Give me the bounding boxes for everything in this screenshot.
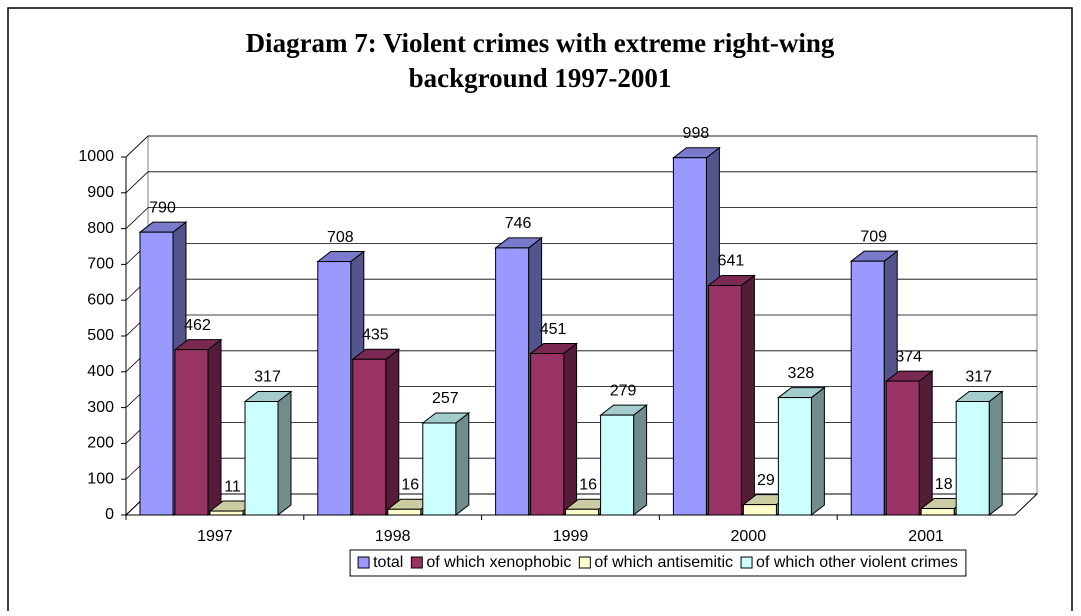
bar-front [672,157,707,516]
y-tick-label: 600 [87,291,114,308]
x-tick-label: 2001 [908,528,944,545]
bar-front [530,353,565,516]
x-tick-label: 1997 [197,528,233,545]
bar [243,390,293,517]
bar-front [565,508,600,516]
bar-front [600,414,635,516]
grid-line [125,171,1037,194]
bar [776,386,826,517]
bar-front [422,422,457,516]
data-label: 998 [683,125,710,142]
bar [706,274,756,517]
bar-side [385,348,400,517]
y-tick-label: 800 [87,220,114,237]
data-label: 257 [432,390,459,407]
data-label: 317 [965,369,992,386]
bar-side [207,338,222,517]
data-label: 11 [224,478,241,495]
bar-front [777,397,812,516]
bar-front [885,380,920,516]
legend-label: of which antisemitic [594,554,733,571]
data-label: 317 [254,369,281,386]
bar-front [955,401,990,516]
bar-side [740,274,755,517]
bar-front [707,285,742,516]
bar-front [387,508,422,516]
data-label: 279 [610,382,637,399]
x-tick-label: 2000 [731,528,767,545]
bar [884,370,934,517]
bar [529,342,579,517]
bar-side [563,342,578,517]
legend-swatch [357,556,370,569]
y-tick-label: 400 [87,363,114,380]
bar-front [174,349,209,516]
data-label: 641 [718,253,745,270]
data-label: 435 [362,326,389,343]
grid-line [125,135,1037,158]
y-tick-label: 100 [87,470,114,487]
bar-front [495,247,530,516]
bar [954,390,1004,517]
bar [351,348,401,517]
y-tick-label: 500 [87,327,114,344]
bar-front [742,504,777,516]
data-label: 328 [788,365,815,382]
bar-side [455,411,470,517]
data-label: 709 [860,228,887,245]
y-tick-label: 200 [87,435,114,452]
bar-front [139,231,174,516]
chart-title: Diagram 7: Violent crimes with extreme r… [246,28,835,58]
y-tick-label: 0 [105,506,114,523]
bar-front [317,261,352,516]
data-label: 16 [401,476,419,493]
data-label: 16 [579,476,597,493]
legend: total of which xenophobic of which antisem… [349,549,967,577]
data-label: 18 [935,476,953,493]
data-label: 451 [540,321,567,338]
legend-label: of which xenophobic [426,554,571,571]
x-tick-label: 1998 [375,528,411,545]
y-tick-label: 700 [87,256,114,273]
bar-front [920,508,955,516]
bar [421,411,471,517]
bar-front [352,358,387,516]
y-tick-label: 900 [87,184,114,201]
bar-side [918,370,933,517]
x-tick-label: 1999 [553,528,589,545]
legend-label: of which other violent crimes [756,554,958,571]
legend-swatch [410,556,423,569]
data-label: 746 [505,215,532,232]
bar-front [209,510,244,516]
chart-title: background 1997-2001 [409,63,672,93]
bar-side [988,390,1003,517]
bar-side [633,404,648,517]
legend-box [349,549,967,577]
y-tick-label: 1000 [78,148,114,165]
bar-side [277,390,292,517]
legend-swatch [578,556,591,569]
data-label: 374 [895,348,922,365]
bar-front [850,260,885,516]
data-label: 790 [149,199,176,216]
y-tick-label: 300 [87,399,114,416]
data-label: 708 [327,229,354,246]
bar-side [810,386,825,517]
grid-line [125,207,1037,229]
data-label: 29 [757,472,775,489]
bar-front [244,401,279,516]
data-label: 462 [184,317,211,334]
bar [173,338,223,517]
legend-label: total [373,554,403,571]
legend-swatch [740,556,753,569]
bar [599,404,649,517]
